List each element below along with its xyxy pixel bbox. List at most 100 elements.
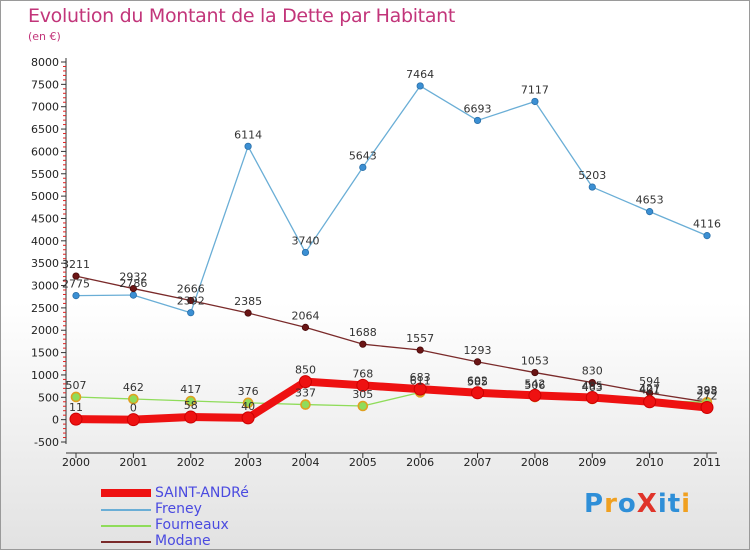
data-point: [69, 412, 83, 426]
data-point: [242, 397, 254, 409]
y-tick-label: 5000: [31, 190, 59, 203]
data-point: [471, 386, 485, 400]
data-label: 337: [295, 387, 316, 400]
y-tick-label: 6500: [31, 123, 59, 136]
data-point: [128, 393, 139, 405]
x-tick-label: 2003: [234, 456, 262, 469]
data-label: 1557: [406, 332, 434, 345]
data-point: [184, 410, 198, 424]
data-label: 1053: [521, 355, 549, 368]
data-label: 58: [184, 399, 198, 412]
legend-item-modane: Modane: [101, 533, 321, 550]
y-tick-label: -500: [34, 436, 59, 449]
data-label: 0: [130, 402, 137, 415]
data-point: [643, 395, 657, 409]
y-tick-label: 7500: [31, 78, 59, 91]
data-label: 2932: [119, 271, 147, 284]
data-label: 2666: [177, 282, 205, 295]
x-tick-label: 2005: [349, 456, 377, 469]
data-label: 305: [352, 388, 373, 401]
series-line: [75, 275, 708, 403]
x-tick-label: 2004: [291, 456, 319, 469]
y-tick-label: 5500: [31, 168, 59, 181]
legend-swatch: [101, 509, 151, 511]
data-label: 463: [582, 381, 603, 394]
data-label: 272: [697, 389, 718, 402]
x-tick-label: 2002: [177, 456, 205, 469]
chart-subtitle: (en €): [28, 30, 61, 43]
x-tick-label: 2007: [464, 456, 492, 469]
data-label: 1688: [349, 326, 377, 339]
data-point: [700, 400, 714, 414]
x-tick-label: 2009: [578, 456, 606, 469]
y-tick-label: 7000: [31, 101, 59, 114]
data-label: 1293: [464, 344, 492, 357]
legend-label: SAINT-ANDRé: [155, 485, 249, 501]
data-point: [244, 142, 252, 150]
legend-swatch: [101, 489, 151, 497]
data-label: 594: [639, 375, 660, 388]
data-point: [585, 391, 599, 405]
data-label: 417: [180, 383, 201, 396]
data-label: 830: [582, 365, 603, 378]
data-label: 11: [69, 401, 83, 414]
x-tick-label: 2000: [62, 456, 90, 469]
data-label: 585: [467, 375, 488, 388]
data-point: [473, 358, 482, 366]
data-point: [72, 291, 80, 300]
data-point: [300, 399, 311, 410]
data-label: 376: [238, 385, 259, 398]
data-label: 3211: [62, 258, 90, 271]
data-label: 611: [410, 374, 431, 387]
y-tick-label: 4000: [31, 235, 59, 248]
legend-item-saint-andre: SAINT-ANDRé: [101, 485, 321, 502]
data-label: 683: [410, 371, 431, 384]
y-tick-label: 2000: [31, 324, 59, 337]
y-tick-label: 1500: [31, 347, 59, 360]
data-label: 462: [123, 381, 144, 394]
legend-item-fourneaux: Fourneaux: [101, 517, 321, 534]
data-point: [413, 382, 427, 396]
data-label: 4116: [693, 218, 721, 231]
data-point: [703, 232, 711, 240]
x-tick-label: 2006: [406, 456, 434, 469]
data-label: 40: [241, 400, 255, 413]
data-label: 602: [467, 375, 488, 388]
logo-letter: o: [617, 489, 637, 519]
data-point: [416, 82, 424, 90]
data-label: 427: [639, 383, 660, 396]
data-point: [588, 378, 596, 387]
data-label: 2064: [291, 309, 319, 322]
data-point: [129, 291, 137, 299]
legend-swatch: [101, 541, 151, 543]
data-point: [72, 272, 80, 280]
proxiti-logo: ProXiti: [584, 489, 691, 519]
logo-letter: i: [681, 489, 692, 519]
legend-label: Modane: [155, 533, 211, 549]
data-label: 495: [582, 380, 603, 393]
data-label: 3740: [291, 234, 319, 247]
data-point: [588, 183, 596, 191]
y-tick-label: 1000: [31, 369, 59, 382]
data-point: [298, 375, 312, 389]
x-tick-label: 2001: [119, 456, 147, 469]
data-point: [359, 340, 367, 348]
data-point: [244, 309, 252, 317]
data-label: 5203: [578, 169, 606, 182]
data-point: [126, 413, 140, 427]
data-label: 2392: [177, 295, 205, 308]
data-point: [646, 208, 654, 216]
logo-letter: X: [636, 489, 658, 519]
data-point: [301, 248, 310, 257]
y-tick-label: 8000: [31, 56, 59, 69]
data-point: [528, 388, 542, 402]
legend-label: Freney: [155, 501, 202, 517]
data-label: 4653: [636, 194, 664, 207]
logo-letter: r: [604, 489, 618, 519]
logo-letter: t: [667, 489, 682, 519]
data-point: [187, 309, 195, 317]
data-point: [241, 411, 255, 425]
data-label: 2385: [234, 295, 262, 308]
logo-letter: i: [657, 489, 668, 519]
